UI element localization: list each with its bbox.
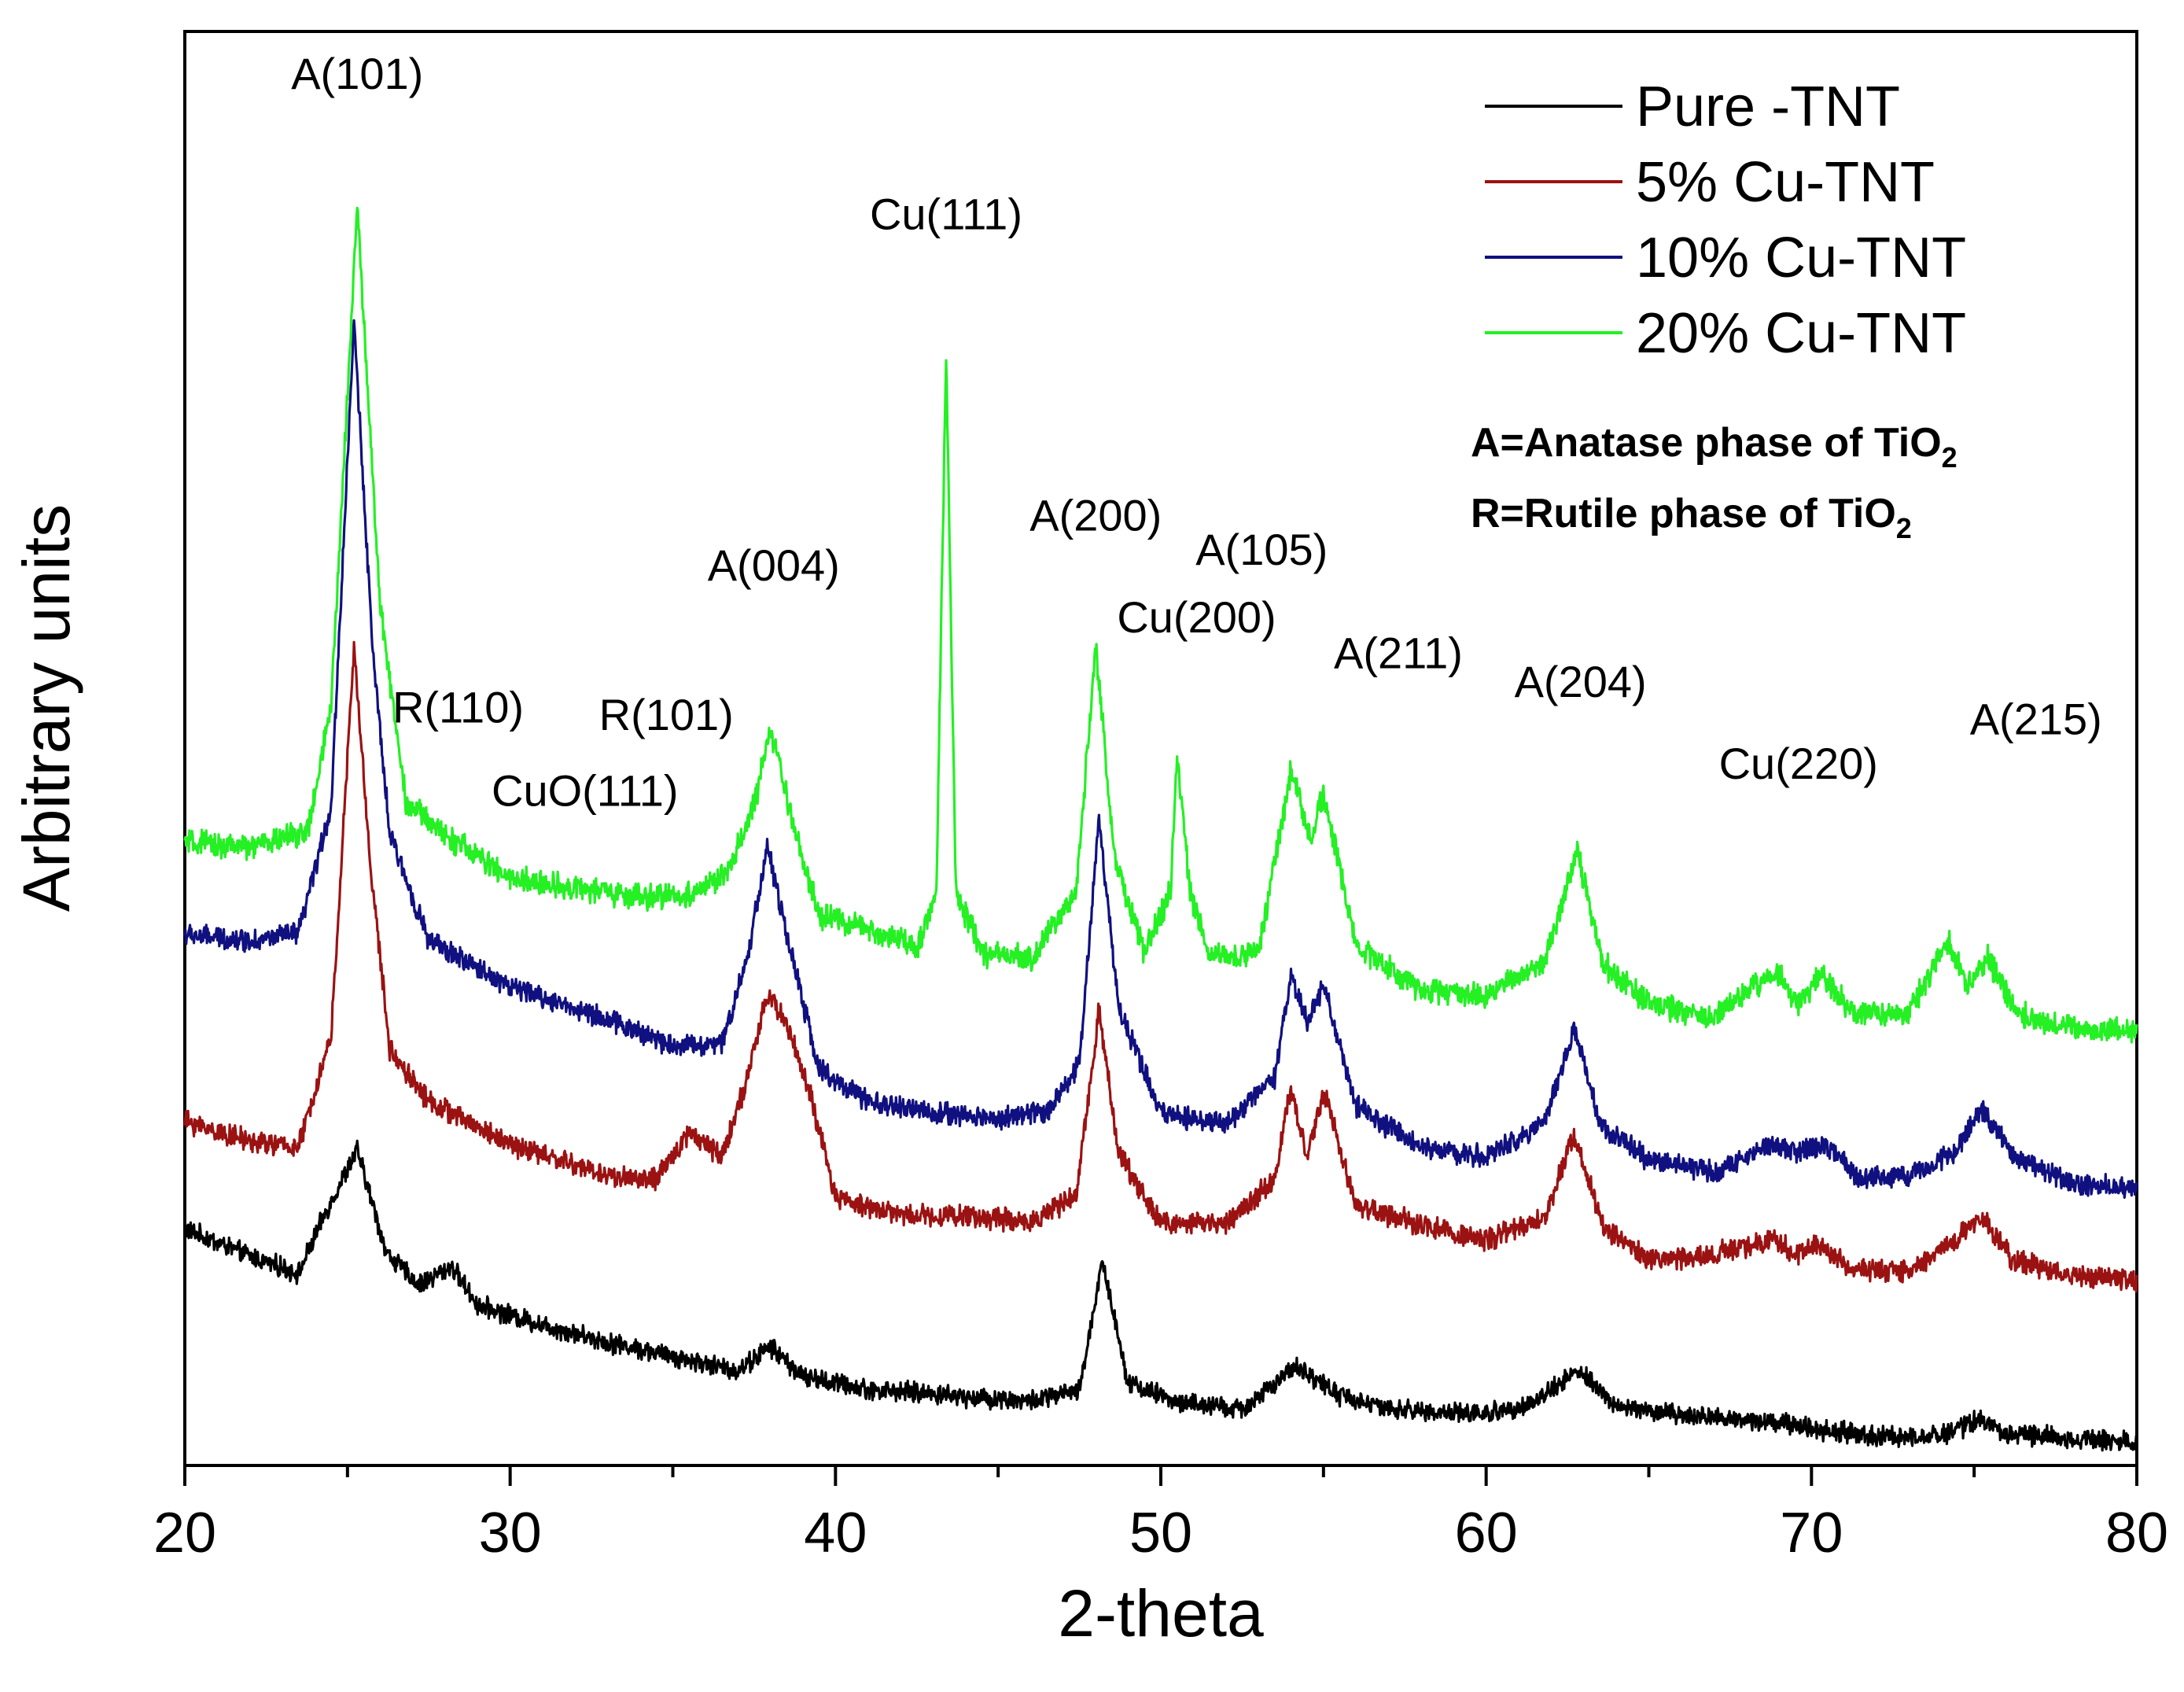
peak-label: R(110) [392, 683, 524, 732]
peak-label: A(101) [291, 49, 423, 98]
x-axis-title: 2-theta [1058, 1576, 1264, 1650]
peak-label: R(101) [599, 690, 734, 739]
peak-label: Cu(111) [870, 190, 1022, 239]
peak-label: Cu(220) [1719, 739, 1878, 788]
series-line-20-cu-tnt [183, 206, 2138, 1044]
x-tick-label: 50 [1129, 1502, 1192, 1565]
x-tick-label: 20 [153, 1502, 216, 1565]
legend-label-20-cu-tnt: 20% Cu-TNT [1636, 302, 1966, 365]
legend-label-10-cu-tnt: 10% Cu-TNT [1636, 227, 1966, 289]
note-rutile-subscript: 2 [1896, 512, 1912, 544]
legend-label-5-cu-tnt: 5% Cu-TNT [1636, 151, 1935, 214]
peak-label: A(004) [708, 540, 840, 590]
x-tick-label: 40 [804, 1502, 867, 1565]
peak-label: A(204) [1515, 657, 1647, 706]
series-line-5-cu-tnt [183, 640, 2138, 1293]
note-rutile: R=Rutile phase of TiO2 [1471, 491, 1912, 544]
note-anatase: A=Anatase phase of TiO2 [1471, 420, 1957, 474]
note-anatase-subscript: 2 [1942, 441, 1957, 474]
peak-label: A(211) [1334, 628, 1463, 677]
peak-label: A(215) [1970, 694, 2102, 743]
legend-label-pure-tnt: Pure -TNT [1636, 76, 1900, 138]
peak-label: Cu(200) [1117, 592, 1276, 642]
peak-label: A(105) [1195, 525, 1328, 574]
series-layer [183, 206, 2138, 1452]
series-line-10-cu-tnt [183, 319, 2138, 1199]
x-tick-label: 30 [479, 1502, 542, 1565]
peak-label: A(200) [1029, 490, 1162, 540]
x-tick-label: 70 [1780, 1502, 1843, 1565]
peak-annotations: A(101) R(110) CuO(111) R(101) A(004) Cu(111) A… [291, 49, 2102, 816]
peak-label: CuO(111) [492, 765, 679, 815]
phase-notes: A=Anatase phase of TiO2 R=Rutile phase o… [1471, 420, 1957, 544]
x-tick-label: 60 [1455, 1502, 1518, 1565]
x-axis: 20 30 40 50 60 70 80 [153, 1465, 2168, 1565]
x-tick-label: 80 [2105, 1502, 2168, 1565]
y-axis-title: Arbitrary units [9, 504, 83, 912]
note-rutile-text: R=Rutile phase of TiO [1471, 491, 1896, 536]
legend: Pure -TNT 5% Cu-TNT 10% Cu-TNT 20% Cu-TNT [1485, 76, 1966, 365]
series-line-pure-tnt [183, 1139, 2138, 1452]
note-anatase-text: A=Anatase phase of TiO [1471, 420, 1942, 466]
